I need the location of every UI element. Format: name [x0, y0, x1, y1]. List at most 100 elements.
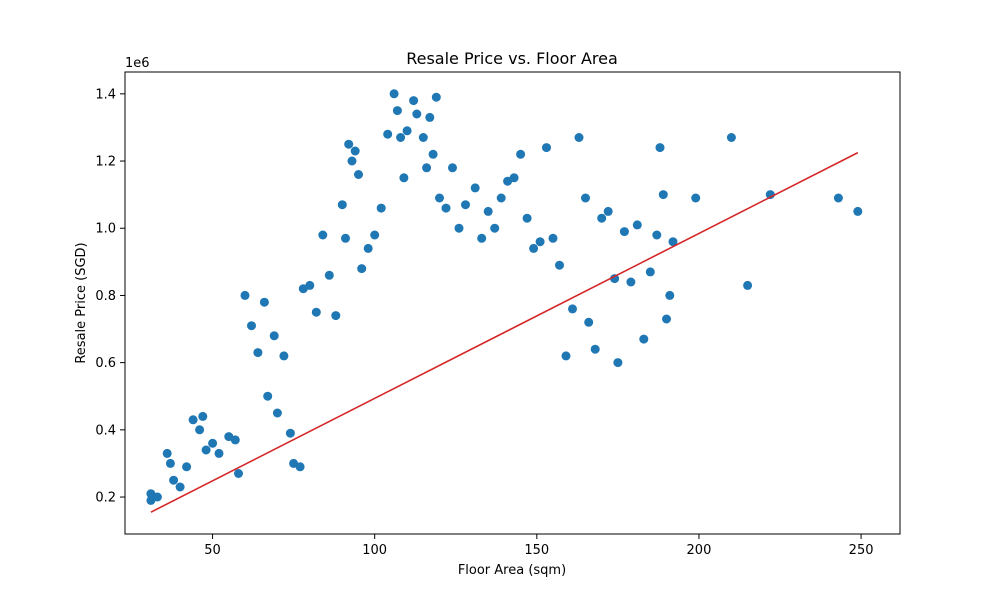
data-point: [483, 206, 493, 216]
regression-line-layer: [150, 151, 859, 513]
data-point: [542, 143, 551, 153]
data-point: [152, 492, 162, 502]
data-point: [165, 458, 175, 468]
data-point: [162, 448, 172, 458]
data-point: [639, 334, 649, 344]
data-point: [412, 109, 422, 119]
data-point: [743, 280, 753, 290]
data-point: [253, 348, 263, 358]
data-point: [247, 321, 256, 331]
data-point: [603, 206, 613, 216]
data-point: [269, 331, 279, 341]
data-point: [632, 220, 642, 230]
data-point: [230, 435, 240, 445]
y-tick-label: 0.2: [95, 491, 116, 506]
data-point: [581, 193, 590, 203]
data-point: [522, 213, 532, 223]
x-tick-label: 50: [204, 543, 221, 558]
data-point: [853, 206, 863, 216]
x-axis-label: Floor Area (sqm): [458, 563, 566, 578]
data-point: [691, 193, 701, 203]
data-point: [272, 408, 282, 418]
data-point: [234, 469, 243, 478]
data-point: [182, 462, 192, 472]
regression-line: [150, 151, 859, 513]
data-point: [263, 391, 273, 401]
data-point: [590, 344, 600, 354]
data-point: [496, 193, 506, 203]
data-point: [259, 297, 269, 307]
data-point: [470, 183, 480, 193]
data-point: [568, 304, 577, 314]
data-point: [726, 133, 736, 142]
data-point: [383, 129, 393, 139]
data-point: [285, 428, 295, 438]
data-point: [610, 274, 620, 284]
data-point: [295, 462, 305, 472]
data-point: [188, 415, 198, 425]
data-point: [626, 277, 636, 287]
data-point: [431, 92, 441, 102]
data-point: [665, 290, 675, 300]
y-tick-label: 1.0: [95, 222, 116, 237]
data-point: [318, 230, 328, 240]
data-point: [409, 96, 419, 106]
data-point: [548, 233, 558, 243]
y-axis-ticks: 0.2 0.4 0.6 0.8 1.0 1.2 1.4: [95, 87, 125, 506]
data-point: [658, 190, 668, 200]
y-tick-label: 0.8: [95, 289, 116, 304]
data-point: [208, 438, 218, 448]
data-point: [428, 149, 438, 159]
data-point: [331, 311, 341, 321]
y-tick-label: 0.4: [95, 423, 116, 438]
x-tick-label: 150: [524, 543, 549, 558]
data-point: [655, 143, 665, 153]
data-point: [535, 237, 545, 247]
scatter-points: [146, 89, 863, 505]
data-point: [347, 156, 357, 166]
data-point: [490, 223, 500, 233]
data-point: [662, 314, 671, 324]
data-point: [305, 280, 315, 290]
data-point: [350, 146, 360, 156]
data-point: [357, 264, 367, 274]
data-point: [240, 290, 250, 300]
data-point: [396, 133, 406, 142]
y-offset-text: 1e6: [125, 56, 150, 71]
data-point: [516, 149, 526, 159]
data-point: [337, 200, 347, 210]
x-tick-label: 200: [687, 543, 712, 558]
data-point: [341, 233, 350, 243]
data-point: [198, 411, 208, 421]
y-axis-label: Resale Price (SGD): [74, 242, 89, 363]
data-point: [311, 307, 321, 317]
data-point: [584, 317, 594, 327]
data-point: [461, 200, 470, 210]
plot-area-background: [125, 72, 900, 534]
data-point: [195, 425, 205, 435]
data-point: [574, 133, 584, 142]
data-point: [454, 223, 464, 233]
y-tick-label: 1.4: [95, 87, 116, 102]
data-point: [422, 163, 432, 173]
x-tick-label: 100: [362, 543, 387, 558]
data-point: [402, 126, 412, 136]
y-tick-label: 1.2: [95, 155, 116, 170]
data-point: [509, 173, 519, 183]
data-point: [392, 106, 402, 116]
data-point: [597, 213, 607, 223]
data-point: [435, 193, 444, 203]
data-point: [448, 163, 457, 173]
y-tick-label: 0.6: [95, 356, 116, 371]
x-tick-label: 250: [849, 543, 874, 558]
data-point: [645, 267, 655, 277]
data-point: [324, 270, 334, 280]
data-point: [477, 233, 487, 243]
data-point: [201, 445, 211, 455]
data-point: [279, 351, 289, 361]
chart-title: Resale Price vs. Floor Area: [406, 49, 618, 68]
data-point: [344, 139, 354, 149]
data-point: [169, 475, 179, 485]
